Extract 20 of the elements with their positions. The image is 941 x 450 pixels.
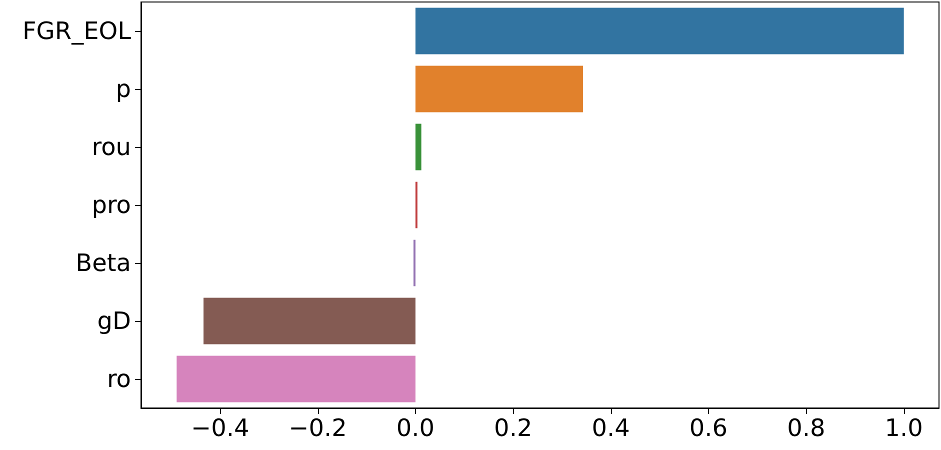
y-tick-label: ro: [106, 365, 131, 393]
bar: [415, 124, 422, 170]
x-tick-label: 1.0: [884, 414, 923, 442]
y-tick-label: Beta: [76, 249, 131, 277]
x-tick-label: 0.0: [396, 414, 435, 442]
x-tick-label: −0.2: [288, 414, 347, 442]
x-tick-label: 0.6: [689, 414, 728, 442]
x-tick-label: 0.4: [592, 414, 630, 442]
y-tick-label: pro: [92, 191, 131, 219]
y-tick-label: FGR_EOL: [22, 17, 132, 45]
x-tick-label: 0.8: [787, 414, 826, 442]
y-tick-label: gD: [97, 307, 131, 335]
y-tick-label: rou: [92, 133, 131, 161]
bar: [415, 66, 583, 112]
bar: [204, 298, 416, 344]
bar: [415, 8, 904, 54]
y-tick-label: p: [116, 75, 131, 103]
x-tick-label: 0.2: [494, 414, 532, 442]
x-tick-label: −0.4: [190, 414, 250, 442]
bar: [176, 356, 416, 402]
